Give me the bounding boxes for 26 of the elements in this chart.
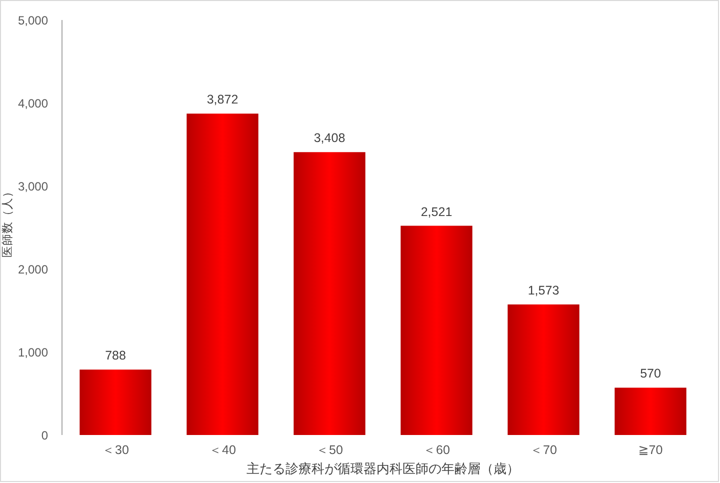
bar (400, 226, 472, 435)
y-tick-label: 3,000 (18, 180, 48, 194)
data-label: 3,872 (206, 92, 238, 107)
bar (294, 152, 366, 435)
y-tick-label: 2,000 (18, 262, 48, 276)
y-tick-label: 4,000 (18, 96, 48, 110)
x-tick-label: ≧70 (638, 443, 663, 457)
data-label: 570 (640, 366, 661, 381)
data-label: 2,521 (420, 204, 452, 219)
bar (508, 304, 580, 435)
bar (614, 388, 686, 435)
y-tick-label: 1,000 (18, 346, 48, 360)
x-axis-title: 主たる診療科が循環器内科医師の年齢層（歳） (246, 461, 520, 476)
x-tick-label: ＜60 (423, 443, 450, 457)
x-tick-label: ＜70 (530, 443, 557, 457)
data-label: 1,573 (528, 283, 560, 298)
x-tick-label: ＜30 (102, 443, 129, 457)
y-axis-title: 医師数（人） (1, 186, 14, 258)
y-tick-label: 0 (41, 428, 48, 442)
x-tick-label: ＜50 (316, 443, 343, 457)
data-label: 788 (105, 348, 126, 363)
y-tick-label: 5,000 (18, 14, 48, 28)
data-label: 3,408 (314, 131, 346, 146)
bar (80, 370, 152, 435)
x-tick-label: ＜40 (209, 443, 236, 457)
bar (186, 114, 258, 435)
